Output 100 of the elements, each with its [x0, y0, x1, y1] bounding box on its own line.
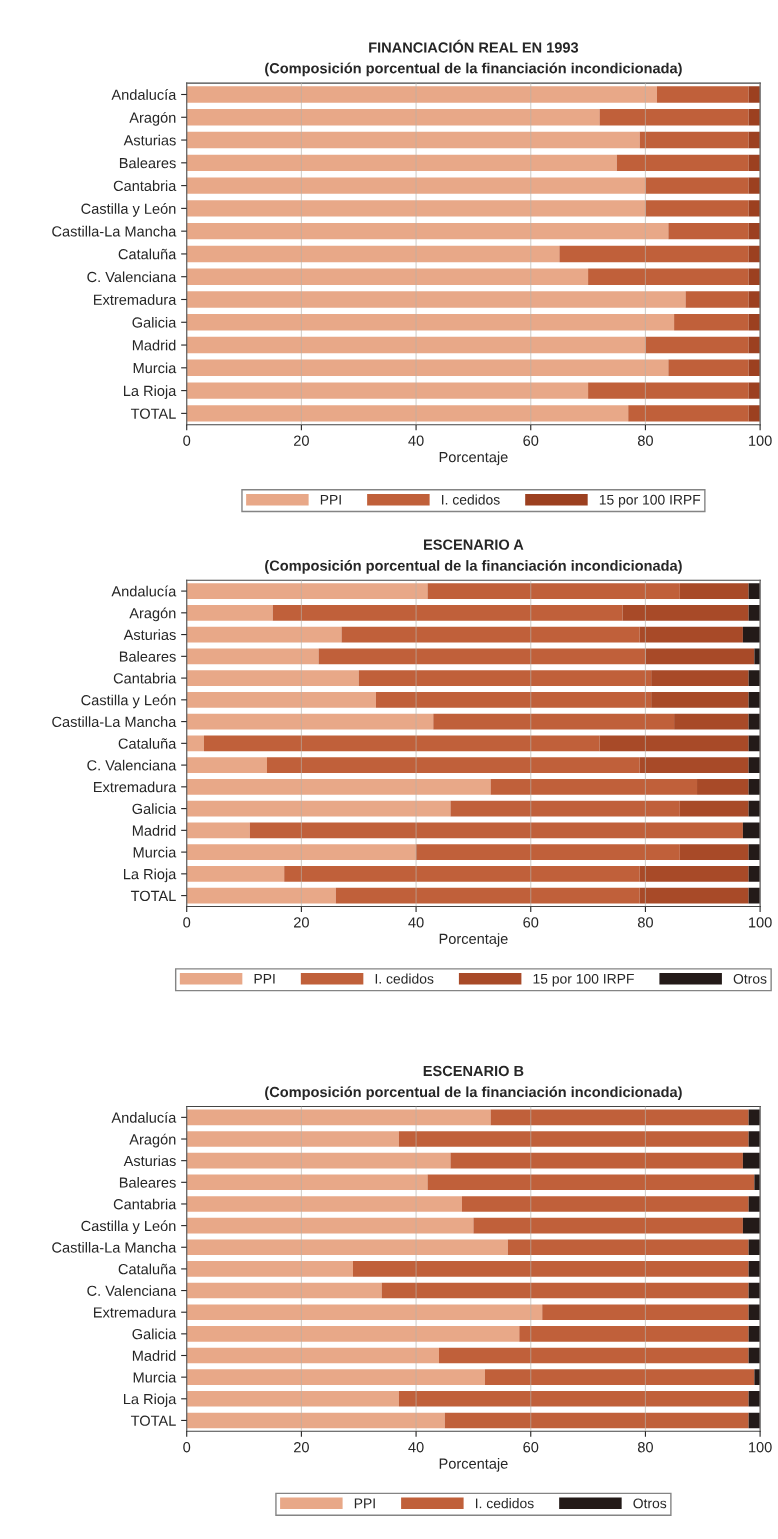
bar: [651, 670, 749, 686]
bar: [588, 268, 749, 285]
bar: [186, 1152, 451, 1169]
bar: [398, 1131, 749, 1147]
bar: [519, 1326, 749, 1342]
bar: [639, 626, 743, 643]
x-tick-label: 20: [294, 435, 309, 446]
bar: [186, 670, 359, 686]
bar: [186, 1347, 440, 1364]
y-tick-label: Castilla-La Mancha: [52, 225, 177, 237]
x-tick-label: 100: [749, 917, 772, 928]
chart-title: ESCENARIO B: [423, 1065, 524, 1077]
y-tick-label: Baleares: [119, 1177, 176, 1188]
bar: [645, 336, 749, 354]
bar: [639, 866, 749, 882]
bar: [651, 692, 749, 708]
bar: [742, 1217, 761, 1234]
y-tick-label: TOTAL: [130, 408, 176, 419]
bar: [490, 1109, 749, 1126]
y-tick-label: Galicia: [132, 1328, 177, 1340]
x-axis-title: Porcentaje: [439, 1458, 508, 1472]
bar: [559, 245, 749, 263]
y-tick-label: Extremadura: [94, 294, 177, 305]
bar: [186, 109, 600, 126]
x-tick-label: 60: [523, 435, 539, 446]
bar: [284, 866, 640, 882]
bar: [186, 692, 376, 708]
bar: [444, 1412, 749, 1429]
bar: [427, 583, 680, 599]
x-tick-label: 100: [749, 1442, 772, 1453]
bar: [668, 222, 749, 240]
y-tick-label: Castilla-La Mancha: [52, 716, 177, 728]
bar: [186, 154, 617, 172]
y-tick-label: Castilla y León: [81, 694, 176, 709]
bar: [398, 1391, 749, 1407]
y-tick-label: TOTAL: [130, 1415, 176, 1426]
bar: [186, 1217, 474, 1234]
bar: [186, 757, 267, 773]
legend-label: Otros: [633, 1498, 667, 1509]
bar: [450, 1152, 743, 1169]
y-tick-label: Murcia: [133, 846, 177, 858]
y-tick-label: La Rioja: [124, 1393, 177, 1408]
legend-label: I. cedidos: [442, 494, 500, 505]
bar: [473, 1217, 743, 1234]
bar: [186, 291, 686, 308]
y-tick-label: TOTAL: [130, 890, 176, 902]
y-tick-label: Asturias: [123, 134, 176, 146]
bar: [186, 131, 640, 149]
y-tick-label: Cantabria: [113, 672, 177, 684]
chart-title: ESCENARIO A: [424, 539, 524, 550]
legend-label: PPI: [254, 974, 275, 984]
bar: [186, 713, 434, 730]
x-tick-label: 40: [408, 1442, 424, 1453]
y-tick-label: Asturias: [123, 1155, 176, 1167]
y-tick-label: Aragón: [129, 607, 176, 622]
bar: [639, 757, 749, 773]
bar: [599, 735, 749, 752]
bar: [748, 200, 761, 217]
bar: [748, 382, 761, 399]
chart-subtitle: (Composición porcentual de la financiación incondicionada): [265, 62, 682, 77]
chart-title: FINANCIACIÓN REAL EN 1993: [369, 39, 579, 53]
bar: [748, 291, 761, 308]
bar: [358, 670, 652, 686]
bar: [748, 177, 761, 194]
x-tick-label: 20: [294, 1442, 309, 1453]
bar: [490, 779, 698, 795]
y-tick-label: Baleares: [119, 651, 176, 662]
bar: [186, 382, 589, 399]
y-tick-label: Madrid: [132, 825, 176, 836]
bar: [186, 86, 657, 103]
x-tick-label: 40: [408, 917, 424, 928]
chart-subtitle: (Composición porcentual de la financiación incondicionada): [265, 559, 682, 574]
bar: [266, 757, 640, 773]
bar: [186, 1131, 399, 1147]
bar: [674, 314, 749, 331]
y-tick-label: Cataluña: [118, 738, 177, 749]
bar: [186, 735, 204, 752]
bar: [697, 779, 749, 795]
bar: [639, 887, 749, 904]
x-tick-label: 80: [637, 917, 653, 928]
bar: [186, 1326, 520, 1342]
bar: [628, 405, 749, 422]
bar: [353, 1261, 749, 1277]
bar: [427, 1174, 755, 1191]
bar: [186, 222, 669, 240]
bar: [186, 1196, 462, 1212]
bar: [461, 1196, 749, 1212]
bar: [679, 583, 749, 599]
x-tick-label: 20: [294, 917, 309, 928]
bar: [186, 1239, 508, 1256]
bar: [186, 1304, 543, 1320]
bar: [186, 245, 560, 263]
y-tick-label: La Rioja: [124, 868, 177, 883]
bar: [272, 605, 623, 621]
bar: [381, 1282, 749, 1299]
bar: [335, 887, 640, 904]
y-tick-label: Madrid: [132, 1350, 176, 1361]
bar: [186, 1282, 382, 1299]
y-tick-label: Baleares: [119, 157, 176, 169]
bar: [186, 1391, 399, 1407]
